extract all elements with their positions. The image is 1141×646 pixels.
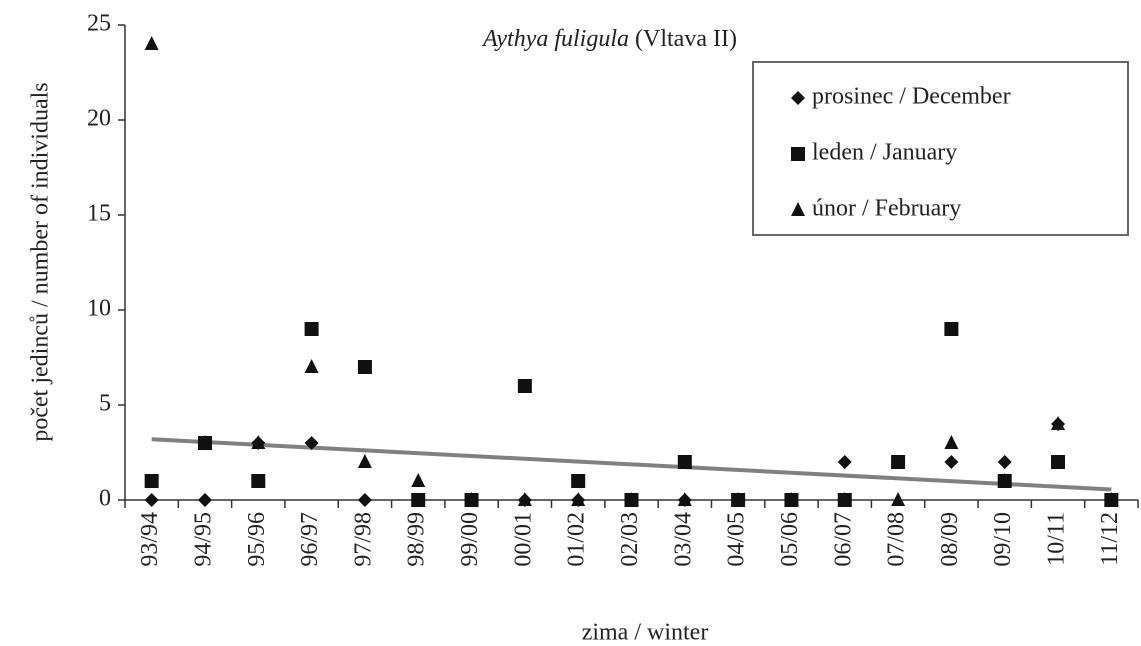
- x-tick-label: 06/07: [830, 512, 856, 567]
- point: [251, 435, 266, 449]
- legend-box: [752, 61, 1129, 236]
- point: [517, 379, 532, 393]
- chart-title: Aythya fuligula (Vltava II): [481, 26, 737, 52]
- legend-label: prosinec / December: [812, 84, 1011, 110]
- x-tick-label: 08/09: [937, 512, 963, 567]
- y-tick-label: 25: [87, 11, 111, 37]
- x-tick-label: 00/01: [510, 512, 536, 567]
- point: [624, 492, 639, 506]
- point: [197, 493, 212, 507]
- point: [731, 492, 746, 506]
- x-tick-label: 99/00: [457, 512, 483, 567]
- point: [997, 455, 1012, 469]
- point: [837, 455, 852, 469]
- point: [997, 473, 1012, 487]
- point: [144, 36, 159, 50]
- point: [1104, 492, 1119, 506]
- point: [144, 474, 159, 488]
- x-tick-label: 98/99: [404, 512, 430, 567]
- x-tick-label: 96/97: [297, 512, 323, 567]
- point: [251, 474, 266, 488]
- legend-marker: [791, 91, 805, 105]
- legend-label: leden / January: [812, 140, 957, 166]
- x-tick-label: 03/04: [670, 512, 696, 567]
- point: [837, 492, 852, 506]
- y-tick-label: 5: [99, 391, 111, 417]
- x-tick-label: 11/12: [1097, 512, 1123, 566]
- legend-marker: [791, 147, 805, 161]
- x-tick-label: 01/02: [564, 512, 590, 567]
- point: [411, 473, 426, 487]
- x-tick-label: 04/05: [724, 512, 750, 567]
- point: [357, 493, 372, 507]
- point: [411, 493, 426, 507]
- point: [677, 455, 692, 469]
- point: [1051, 416, 1066, 430]
- point: [891, 455, 906, 469]
- x-tick-label: 95/96: [244, 512, 270, 567]
- point: [784, 492, 799, 506]
- point: [571, 492, 586, 506]
- x-tick-label: 05/06: [777, 512, 803, 567]
- point: [304, 436, 319, 450]
- point: [304, 322, 319, 336]
- point: [571, 474, 586, 488]
- point: [891, 492, 906, 506]
- y-axis-label: počet jedinců / number of individuals: [28, 82, 54, 441]
- point: [144, 493, 159, 507]
- point: [357, 454, 372, 468]
- x-tick-label: 94/95: [190, 512, 216, 567]
- title-species: Aythya fuligula: [481, 26, 629, 52]
- point: [944, 322, 959, 336]
- title-location: (Vltava II): [635, 26, 737, 52]
- point: [304, 359, 319, 373]
- x-tick-label: 10/11: [1044, 512, 1070, 566]
- point: [197, 435, 212, 449]
- y-tick-label: 10: [87, 296, 111, 322]
- x-tick-label: 97/98: [350, 512, 376, 567]
- point: [517, 492, 532, 506]
- legend-marker: [791, 202, 805, 216]
- point: [1051, 455, 1066, 469]
- point: [677, 492, 692, 506]
- point: [464, 492, 479, 506]
- x-tick-label: 09/10: [990, 512, 1016, 567]
- y-tick-label: 15: [87, 201, 111, 227]
- x-tick-label: 93/94: [137, 512, 163, 567]
- point: [944, 435, 959, 449]
- x-tick-label: 02/03: [617, 512, 643, 567]
- y-tick-label: 0: [99, 486, 111, 512]
- x-tick-label: 07/08: [884, 512, 910, 567]
- x-axis-label: zima / winter: [582, 620, 709, 646]
- point: [944, 455, 959, 469]
- y-tick-label: 20: [87, 106, 111, 132]
- point: [357, 360, 372, 374]
- legend-label: únor / February: [812, 196, 961, 222]
- trend-line: [151, 437, 1112, 492]
